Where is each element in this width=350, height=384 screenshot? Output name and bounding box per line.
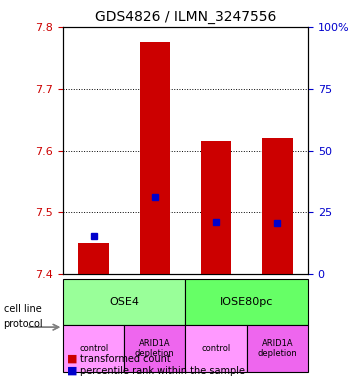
Text: ARID1A
depletion: ARID1A depletion bbox=[258, 339, 297, 358]
FancyBboxPatch shape bbox=[247, 325, 308, 372]
Bar bbox=[201, 141, 231, 274]
FancyBboxPatch shape bbox=[124, 325, 186, 372]
Text: protocol: protocol bbox=[4, 319, 43, 329]
FancyBboxPatch shape bbox=[186, 280, 308, 325]
FancyBboxPatch shape bbox=[63, 325, 124, 372]
Text: ■: ■ bbox=[66, 366, 77, 376]
Text: percentile rank within the sample: percentile rank within the sample bbox=[80, 366, 245, 376]
Bar bbox=[78, 243, 109, 274]
Text: transformed count: transformed count bbox=[80, 354, 171, 364]
Bar bbox=[262, 138, 293, 274]
Text: ARID1A
depletion: ARID1A depletion bbox=[135, 339, 175, 358]
Text: OSE4: OSE4 bbox=[109, 297, 139, 307]
Text: control: control bbox=[202, 344, 231, 353]
Text: ■: ■ bbox=[66, 354, 77, 364]
FancyBboxPatch shape bbox=[63, 280, 186, 325]
Bar bbox=[140, 42, 170, 274]
Text: cell line: cell line bbox=[4, 304, 41, 314]
Title: GDS4826 / ILMN_3247556: GDS4826 / ILMN_3247556 bbox=[95, 10, 276, 25]
Text: control: control bbox=[79, 344, 108, 353]
Text: IOSE80pc: IOSE80pc bbox=[220, 297, 273, 307]
FancyBboxPatch shape bbox=[186, 325, 247, 372]
